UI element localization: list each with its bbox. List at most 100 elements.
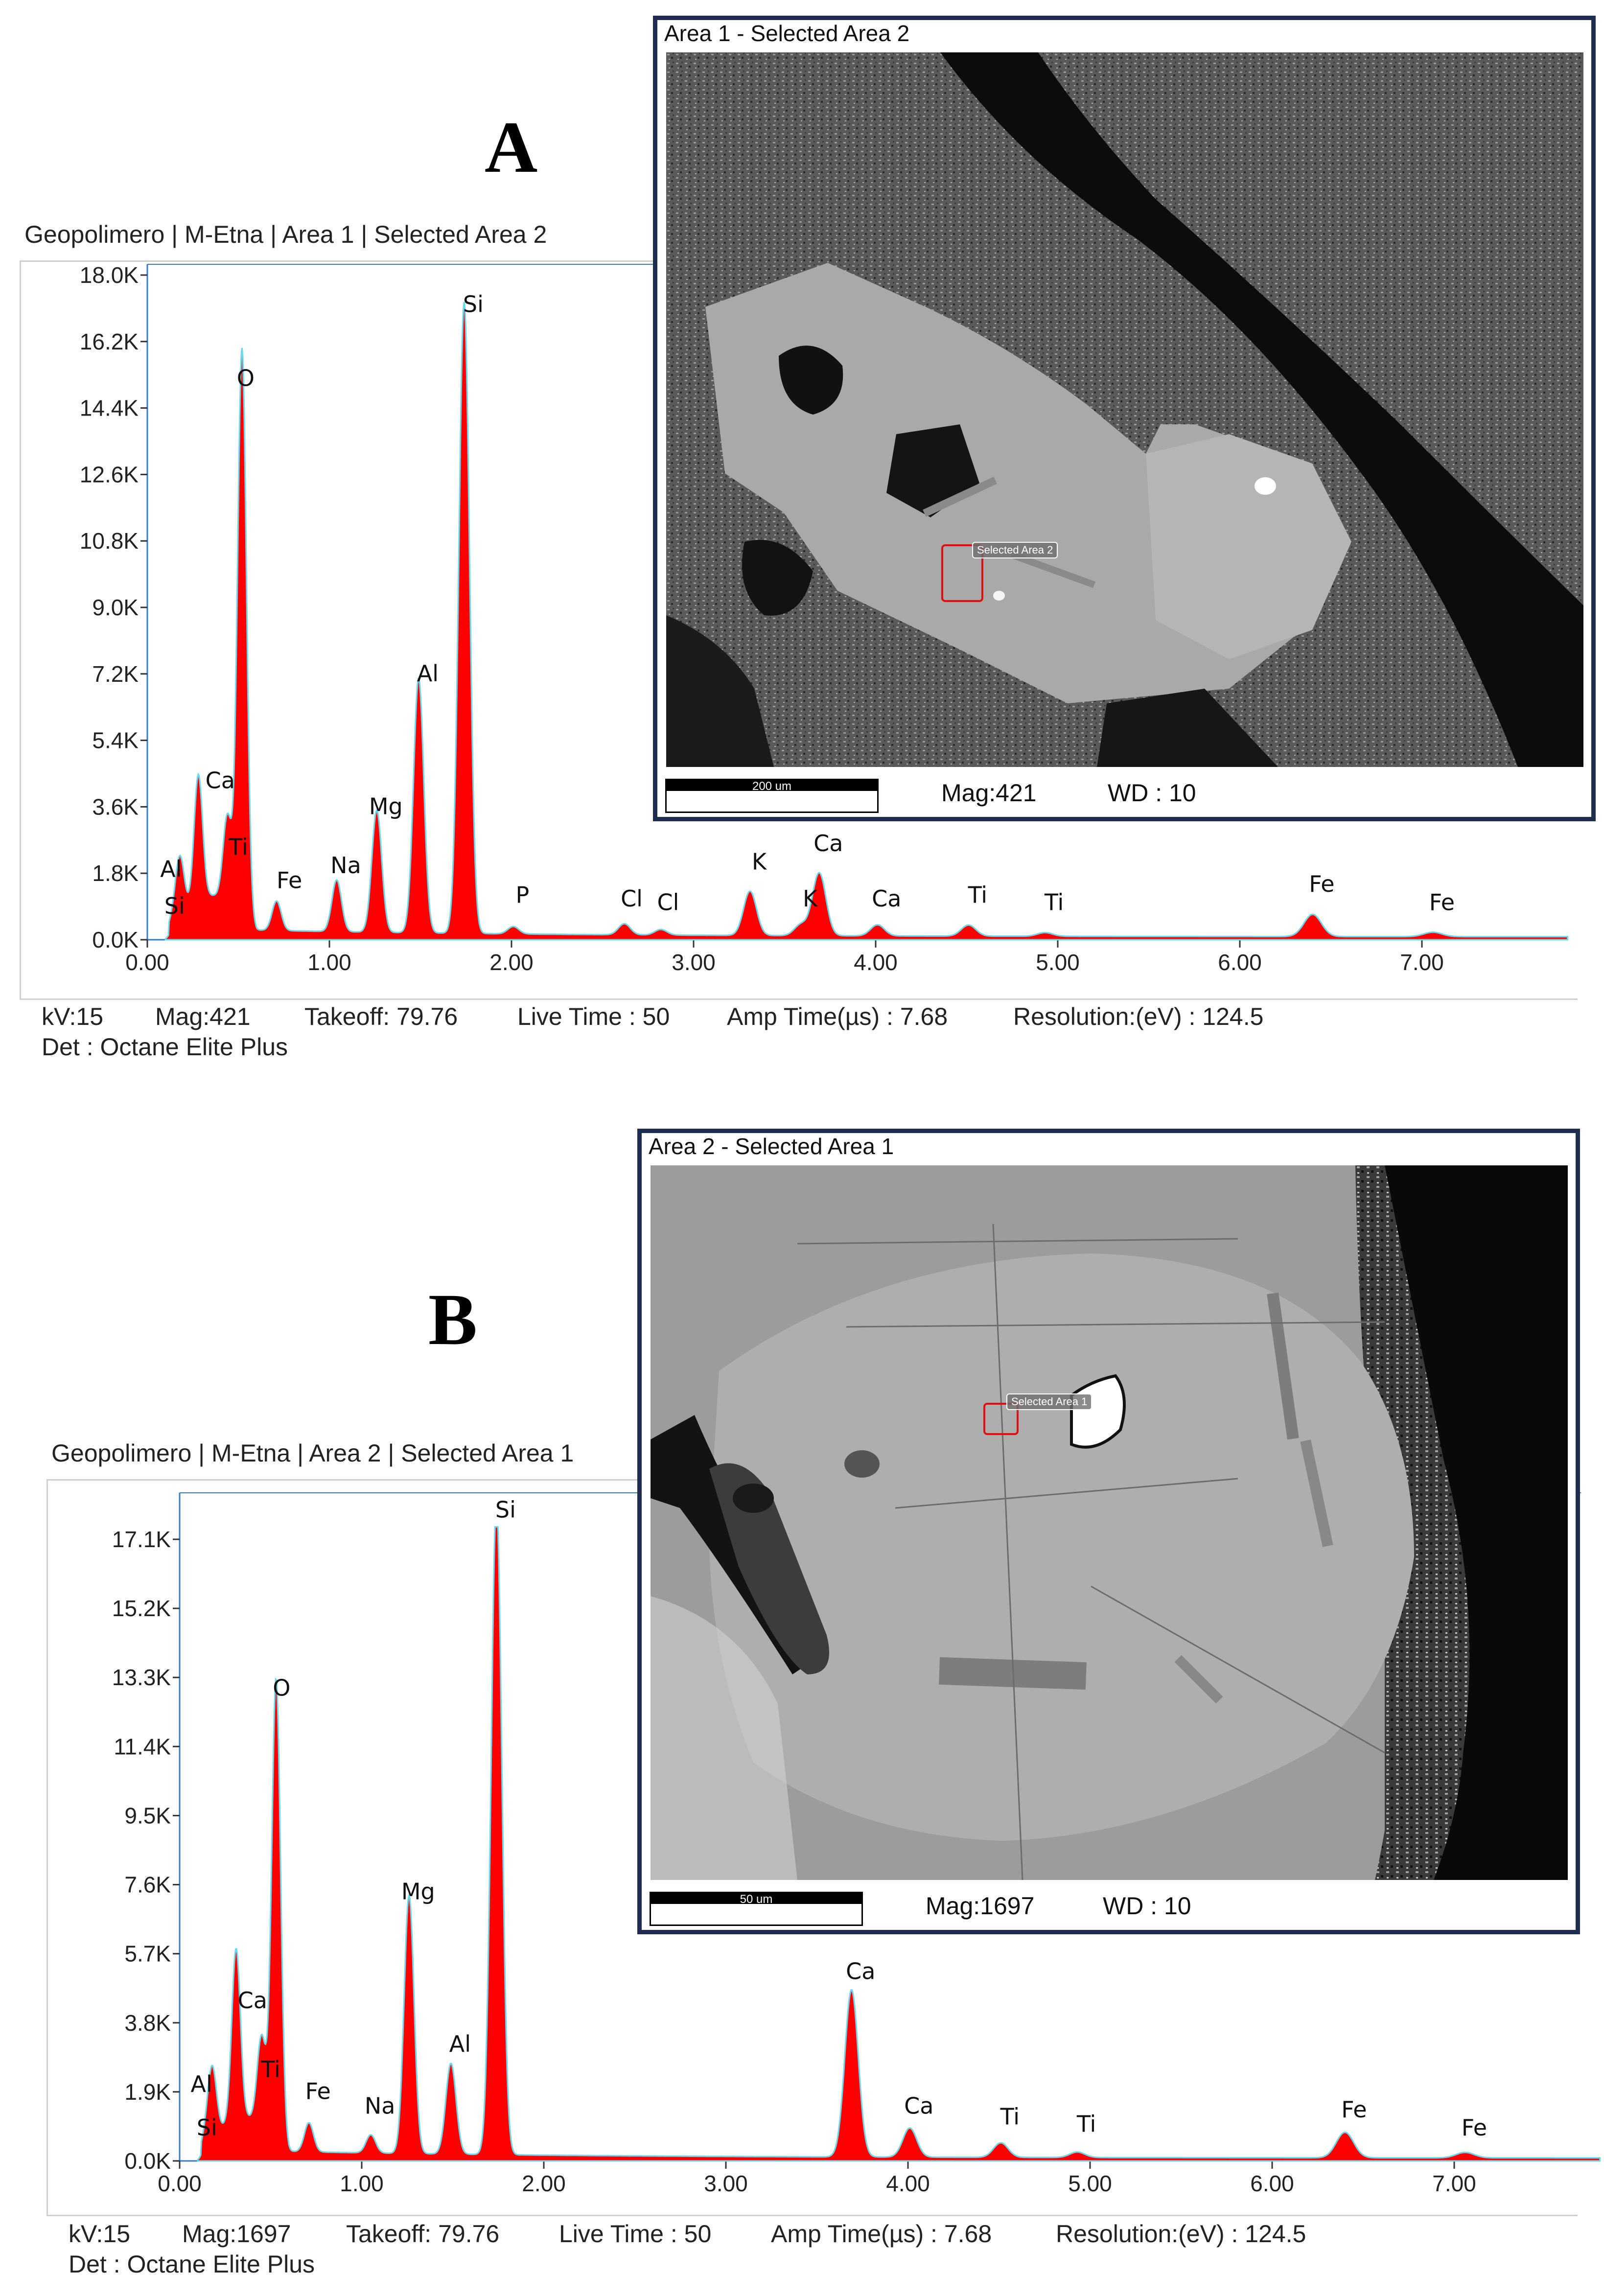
peak-label-o: O	[237, 365, 255, 391]
peak-label-ti: Ti	[968, 882, 987, 908]
x-tick-label: 0.00	[158, 2171, 202, 2196]
sem-mag-a: Mag:421	[941, 779, 1037, 807]
peak-label-al: Al	[191, 2071, 212, 2097]
panel-label-b: B	[428, 1279, 478, 1360]
spectrum-title-a: Geopolimero | M-Etna | Area 1 | Selected…	[24, 221, 547, 248]
sem-wd-b: WD : 10	[1103, 1892, 1191, 1920]
y-tick-label: 0.0K	[124, 2148, 171, 2174]
peak-label-o: O	[273, 1674, 290, 1701]
y-tick-label: 18.0K	[80, 262, 139, 288]
peak-label-k: K	[752, 849, 767, 875]
scale-bar-label-a: 200 um	[752, 780, 792, 793]
y-tick-label: 9.0K	[92, 595, 139, 620]
peak-label-cl: Cl	[657, 889, 679, 916]
detector-value: Det : Octane Elite Plus	[42, 1033, 288, 1061]
sem-mag-b: Mag:1697	[926, 1892, 1035, 1920]
scale-bar-fill	[667, 780, 877, 791]
x-tick-label: 6.00	[1218, 950, 1262, 975]
x-tick-label: 2.00	[489, 950, 534, 975]
acquisition-info-b	[69, 1927, 1537, 1991]
peak-label-al: Al	[160, 856, 182, 882]
selected-area-tag-a: Selected Area 2	[972, 542, 1058, 558]
peak-label-p: P	[515, 882, 529, 908]
peak-label-na: Na	[365, 2092, 395, 2119]
peak-label-fe: Fe	[1462, 2114, 1487, 2141]
sem-title-b: Area 2 - Selected Area 1	[649, 1134, 894, 1159]
peak-label-fe: Fe	[1429, 889, 1455, 916]
peak-label-fe: Fe	[305, 2078, 331, 2105]
y-tick-label: 7.6K	[124, 1872, 171, 1898]
x-tick-label: 3.00	[672, 950, 716, 975]
peak-label-ca: Ca	[814, 830, 843, 857]
y-tick-label: 9.5K	[124, 1803, 171, 1828]
scale-bar-b: 50 um	[650, 1892, 863, 1926]
kv-value: kV:15	[42, 1003, 104, 1030]
peak-label-mg: Mg	[369, 793, 403, 819]
x-tick-label: 6.00	[1250, 2171, 1294, 2196]
peak-label-mg: Mg	[401, 1878, 435, 1904]
y-tick-label: 11.4K	[114, 1734, 171, 1759]
peak-label-si: Si	[164, 893, 185, 919]
x-tick-label: 0.00	[125, 950, 169, 975]
peak-label-al: Al	[449, 2031, 471, 2057]
x-tick-label: 7.00	[1400, 950, 1444, 975]
scale-bar-fill	[651, 1893, 861, 1904]
peak-label-cl: Cl	[621, 885, 643, 912]
peak-label-ca: Ca	[872, 885, 901, 912]
x-tick-label: 1.00	[340, 2171, 384, 2196]
x-tick-label: 5.00	[1068, 2171, 1112, 2196]
sem-micrograph-b	[651, 1165, 1568, 1880]
x-tick-label: 3.00	[704, 2171, 748, 2196]
scale-bar-label-b: 50 um	[740, 1893, 773, 1906]
sem-image-b: Selected Area 1	[651, 1165, 1568, 1880]
selected-area-marker-b	[983, 1403, 1019, 1435]
peak-label-na: Na	[330, 852, 361, 879]
mag-value: Mag:421	[155, 1003, 251, 1030]
peak-label-ca: Ca	[846, 1958, 875, 1985]
sem-window-a: Area 1 - Selected Area 2	[653, 16, 1596, 821]
y-tick-label: 14.4K	[80, 395, 139, 421]
peak-label-ti: Ti	[1000, 2104, 1020, 2130]
peak-label-ca: Ca	[206, 767, 235, 794]
y-tick-label: 1.9K	[124, 2079, 171, 2105]
resolution-value: Resolution:(eV) : 124.5	[1056, 2220, 1306, 2248]
peak-label-si: Si	[463, 291, 484, 317]
sem-wd-a: WD : 10	[1108, 779, 1196, 807]
peak-label-ca: Ca	[238, 1987, 267, 2014]
y-tick-label: 1.8K	[92, 860, 139, 886]
y-tick-label: 15.2K	[112, 1596, 171, 1621]
y-tick-label: 16.2K	[80, 329, 139, 354]
selected-area-marker-a	[941, 544, 983, 602]
spectrum-chart-a: 0.0K 1.8K 3.6K 5.4K 7.2K 9.0K 10.8K 12.6K 14.4K 1…	[80, 262, 1569, 975]
y-tick-label: 17.1K	[112, 1527, 171, 1552]
sem-title-a: Area 1 - Selected Area 2	[664, 21, 910, 46]
mag-value: Mag:1697	[182, 2220, 291, 2248]
peak-label-ti: Ti	[1076, 2111, 1096, 2137]
sem-micrograph-a	[666, 52, 1583, 767]
y-tick-label: 5.7K	[124, 1941, 171, 1967]
selected-area-tag-b: Selected Area 1	[1006, 1393, 1093, 1410]
peak-label-si: Si	[197, 2114, 217, 2141]
y-tick-label: 0.0K	[92, 927, 139, 952]
sem-image-a: Selected Area 2	[666, 52, 1583, 767]
amp-time-value: Amp Time(µs) : 7.68	[771, 2220, 992, 2248]
peak-label-k: K	[803, 885, 818, 912]
scale-bar-a: 200 um	[665, 779, 879, 813]
peak-label-fe: Fe	[277, 867, 302, 893]
y-tick-label: 3.6K	[92, 794, 139, 819]
x-tick-label: 4.00	[854, 950, 898, 975]
resolution-value: Resolution:(eV) : 124.5	[1013, 1003, 1264, 1030]
peak-label-ti: Ti	[1044, 889, 1064, 916]
x-tick-label: 4.00	[886, 2171, 930, 2196]
y-tick-label: 3.8K	[124, 2010, 171, 2036]
peak-label-si: Si	[495, 1496, 516, 1523]
spectrum-area	[164, 301, 1569, 941]
kv-value: kV:15	[69, 2220, 131, 2248]
detector-value: Det : Octane Elite Plus	[69, 2250, 315, 2278]
peak-label-fe: Fe	[1341, 2096, 1367, 2123]
x-tick-label: 2.00	[522, 2171, 566, 2196]
peak-label-ti: Ti	[228, 834, 248, 860]
sem-window-b: Area 2 - Selected Area 1	[637, 1129, 1580, 1934]
panel-label-a: A	[485, 107, 538, 188]
